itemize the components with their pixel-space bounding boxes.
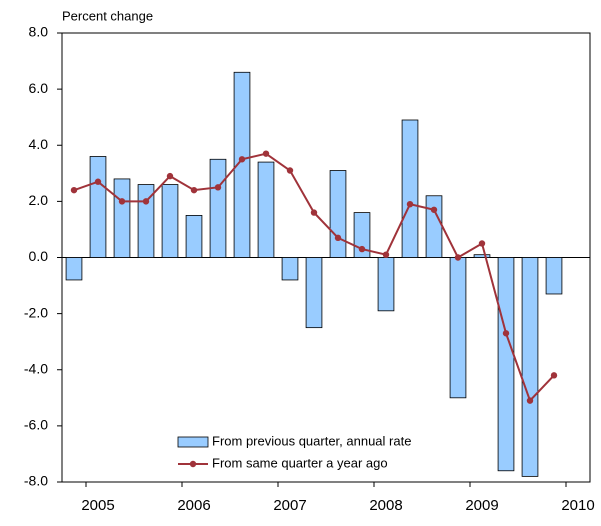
bar [137,184,155,258]
bar [185,215,203,258]
marker [454,254,462,261]
bar [305,257,323,329]
bar [209,158,227,258]
legend-marker [189,460,197,468]
marker [310,209,318,216]
marker [238,156,246,163]
x-tick-label: 2010 [561,497,594,514]
y-tick-label: -8.0 [24,473,48,489]
y-tick-label: 0.0 [29,248,49,264]
x-tick-label: 2006 [177,497,210,514]
marker [382,251,390,258]
bar [401,119,419,258]
y-tick-label: 2.0 [29,192,49,208]
y-tick-label: 4.0 [29,136,49,152]
bar [233,71,251,258]
y-tick-label: -2.0 [24,304,48,320]
marker [526,397,534,404]
bar [449,257,467,399]
marker [118,198,126,205]
y-tick-label: -6.0 [24,417,48,433]
y-tick-label: 6.0 [29,80,49,96]
legend-label: From previous quarter, annual rate [212,433,411,448]
bar [497,257,515,472]
x-tick-label: 2009 [465,497,498,514]
bar [161,184,179,258]
bar [65,257,83,281]
marker [94,178,102,185]
marker [358,245,366,253]
marker [406,200,414,208]
marker [262,150,270,157]
marker [142,198,150,205]
bar [545,257,563,295]
bar [281,257,299,281]
marker [70,186,78,194]
bar [257,161,275,258]
marker [334,234,342,242]
bar [473,254,491,258]
axis-title: Percent change [62,8,153,23]
marker [214,184,222,191]
bar [89,156,107,258]
legend-label: From same quarter a year ago [212,455,388,470]
bar [521,257,539,477]
bar [113,178,131,258]
marker [286,167,294,174]
x-tick-label: 2008 [369,497,402,514]
bar [377,257,395,312]
marker [166,172,174,180]
y-tick-label: -4.0 [24,360,48,376]
marker [190,186,198,194]
marker [478,240,486,247]
marker [502,330,510,337]
x-tick-label: 2007 [273,497,306,514]
marker [430,206,438,213]
legend-swatch [177,436,209,448]
bar [329,170,347,258]
y-tick-label: 8.0 [29,24,49,40]
x-tick-label: 2005 [81,497,114,514]
bar [425,195,443,258]
marker [550,372,558,379]
